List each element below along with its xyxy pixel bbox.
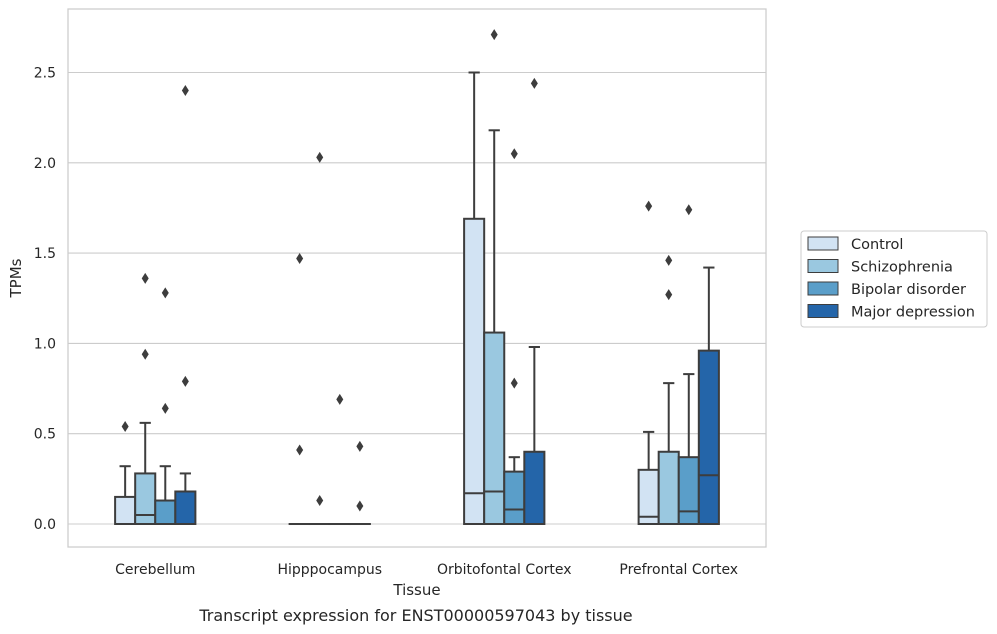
outlier-point [161, 287, 169, 299]
plot-frame [67, 8, 767, 548]
y-tick-label: 0.5 [34, 427, 56, 443]
x-tick-label: Cerebellum [115, 562, 195, 578]
outlier-point [121, 420, 129, 432]
y-axis-label: TPMs [7, 258, 25, 298]
outlier-point [356, 440, 364, 452]
legend: Control Schizophrenia Bipolar disorder Majo… [800, 230, 988, 328]
box-control [114, 420, 137, 526]
box-control [637, 200, 660, 526]
box-body [697, 349, 720, 525]
outlier-point [336, 393, 344, 405]
outlier-point [530, 77, 538, 89]
box-body [114, 495, 137, 526]
x-tick-label: Orbitofontal Cortex [437, 562, 572, 578]
box-major-depression [174, 85, 197, 526]
box-body [174, 490, 197, 526]
y-axis-ticks: 0.0 0.5 1.0 1.5 2.0 2.5 [34, 66, 56, 534]
box-schizophrenia [483, 29, 506, 525]
box-major-depression [697, 266, 720, 525]
outlier-point [161, 402, 169, 414]
outlier-point [141, 348, 149, 360]
y-tick-label: 1.5 [34, 246, 56, 262]
box-major-depression [523, 77, 546, 526]
outlier-point [685, 204, 693, 216]
outlier-point [316, 495, 324, 507]
box-body [523, 450, 546, 526]
legend-swatch [807, 236, 839, 251]
outlier-point [181, 85, 189, 97]
box-body [134, 472, 157, 526]
outlier-point [296, 444, 304, 456]
outlier-point [490, 29, 498, 41]
y-tick-label: 0.0 [34, 517, 56, 533]
x-tick-label: Hipppocampus [277, 562, 382, 578]
figure-caption: Transcript expression for ENST0000059704… [199, 606, 633, 625]
legend-label: Bipolar disorder [851, 282, 966, 298]
legend-label: Major depression [851, 305, 975, 321]
box-groups [114, 29, 720, 526]
y-tick-label: 2.0 [34, 156, 56, 172]
legend-label: Control [851, 237, 903, 253]
y-tick-label: 2.5 [34, 66, 56, 82]
box-body [463, 217, 486, 525]
legend-label: Schizophrenia [851, 260, 953, 276]
legend-swatch [807, 281, 839, 296]
box-body [483, 331, 506, 525]
x-tick-label: Prefrontal Cortex [619, 562, 738, 578]
y-tick-label: 1.0 [34, 336, 56, 352]
box-bipolar-disorder [677, 204, 700, 526]
outlier-point [316, 151, 324, 163]
box-schizophrenia [134, 272, 157, 526]
box-body [503, 470, 526, 526]
outlier-point [665, 254, 673, 266]
box-body [677, 456, 700, 526]
outlier-point [356, 500, 364, 512]
x-axis-ticks: Cerebellum Hipppocampus Orbitofontal Corte… [115, 562, 738, 578]
outlier-point [665, 289, 673, 301]
legend-swatch [807, 304, 839, 318]
x-axis-label: Tissue [392, 581, 440, 599]
outlier-point [645, 200, 653, 212]
box-body [154, 499, 177, 526]
plot-area [68, 9, 766, 547]
outlier-point [510, 148, 518, 160]
box-body [657, 450, 680, 526]
box-schizophrenia [657, 254, 680, 526]
legend-frame [800, 230, 988, 328]
outlier-point [141, 272, 149, 284]
outlier-point [181, 375, 189, 387]
box-bipolar-disorder [503, 148, 526, 526]
legend-swatch [807, 259, 839, 273]
outlier-point [296, 253, 304, 265]
box-major-depression [348, 440, 371, 526]
outlier-point [510, 377, 518, 389]
